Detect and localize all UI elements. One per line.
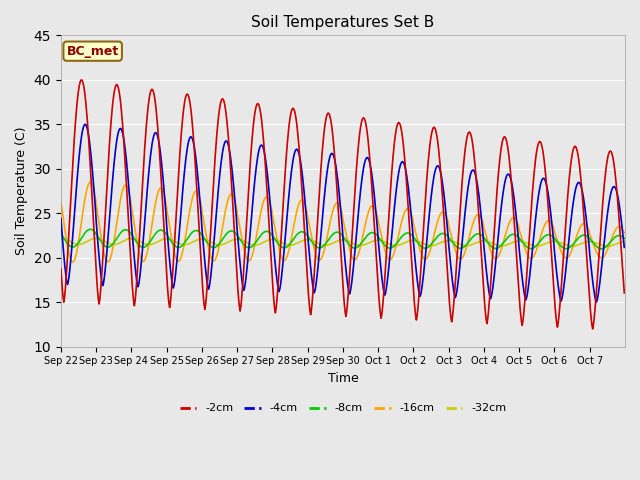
-32cm xyxy=(227,238,234,244)
-16cm xyxy=(86,179,94,185)
-16cm xyxy=(434,218,442,224)
-2cm xyxy=(589,326,596,332)
-4cm xyxy=(620,244,628,250)
-8cm xyxy=(124,228,132,233)
-8cm xyxy=(401,231,409,237)
-2cm xyxy=(401,164,409,170)
-16cm xyxy=(403,207,410,213)
-8cm xyxy=(86,227,94,232)
-2cm xyxy=(433,133,441,139)
Text: BC_met: BC_met xyxy=(67,45,119,58)
-16cm xyxy=(69,259,77,265)
-16cm xyxy=(228,192,236,197)
-4cm xyxy=(276,282,284,288)
-32cm xyxy=(57,235,65,241)
-16cm xyxy=(256,214,264,219)
-8cm xyxy=(598,246,605,252)
-8cm xyxy=(227,228,235,234)
-4cm xyxy=(124,172,132,178)
-2cm xyxy=(276,244,284,250)
X-axis label: Time: Time xyxy=(328,372,358,385)
-32cm xyxy=(433,242,440,248)
Line: -4cm: -4cm xyxy=(61,124,624,302)
-16cm xyxy=(277,253,285,259)
-16cm xyxy=(125,187,132,193)
-8cm xyxy=(57,231,65,237)
-4cm xyxy=(227,160,235,166)
Y-axis label: Soil Temperature (C): Soil Temperature (C) xyxy=(15,127,28,255)
-8cm xyxy=(620,235,628,241)
Legend: -2cm, -4cm, -8cm, -16cm, -32cm: -2cm, -4cm, -8cm, -16cm, -32cm xyxy=(175,399,511,418)
-4cm xyxy=(255,146,263,152)
-2cm xyxy=(255,103,263,109)
-2cm xyxy=(57,266,65,272)
-4cm xyxy=(593,300,600,305)
-32cm xyxy=(604,243,611,249)
-4cm xyxy=(57,216,65,221)
Line: -8cm: -8cm xyxy=(61,229,624,249)
-2cm xyxy=(227,177,235,183)
-16cm xyxy=(620,230,628,236)
-4cm xyxy=(433,163,441,169)
-2cm xyxy=(77,77,85,83)
-2cm xyxy=(124,205,132,211)
-4cm xyxy=(401,166,409,171)
-2cm xyxy=(620,290,628,296)
-8cm xyxy=(433,234,441,240)
-32cm xyxy=(255,241,262,247)
-32cm xyxy=(620,239,628,245)
-32cm xyxy=(401,240,408,246)
Line: -16cm: -16cm xyxy=(61,182,624,262)
-8cm xyxy=(255,235,263,240)
Title: Soil Temperatures Set B: Soil Temperatures Set B xyxy=(252,15,435,30)
-32cm xyxy=(276,239,284,244)
-16cm xyxy=(57,199,65,205)
-32cm xyxy=(123,237,131,242)
Line: -32cm: -32cm xyxy=(61,238,624,246)
-4cm xyxy=(81,121,89,127)
Line: -2cm: -2cm xyxy=(61,80,624,329)
-8cm xyxy=(276,243,284,249)
